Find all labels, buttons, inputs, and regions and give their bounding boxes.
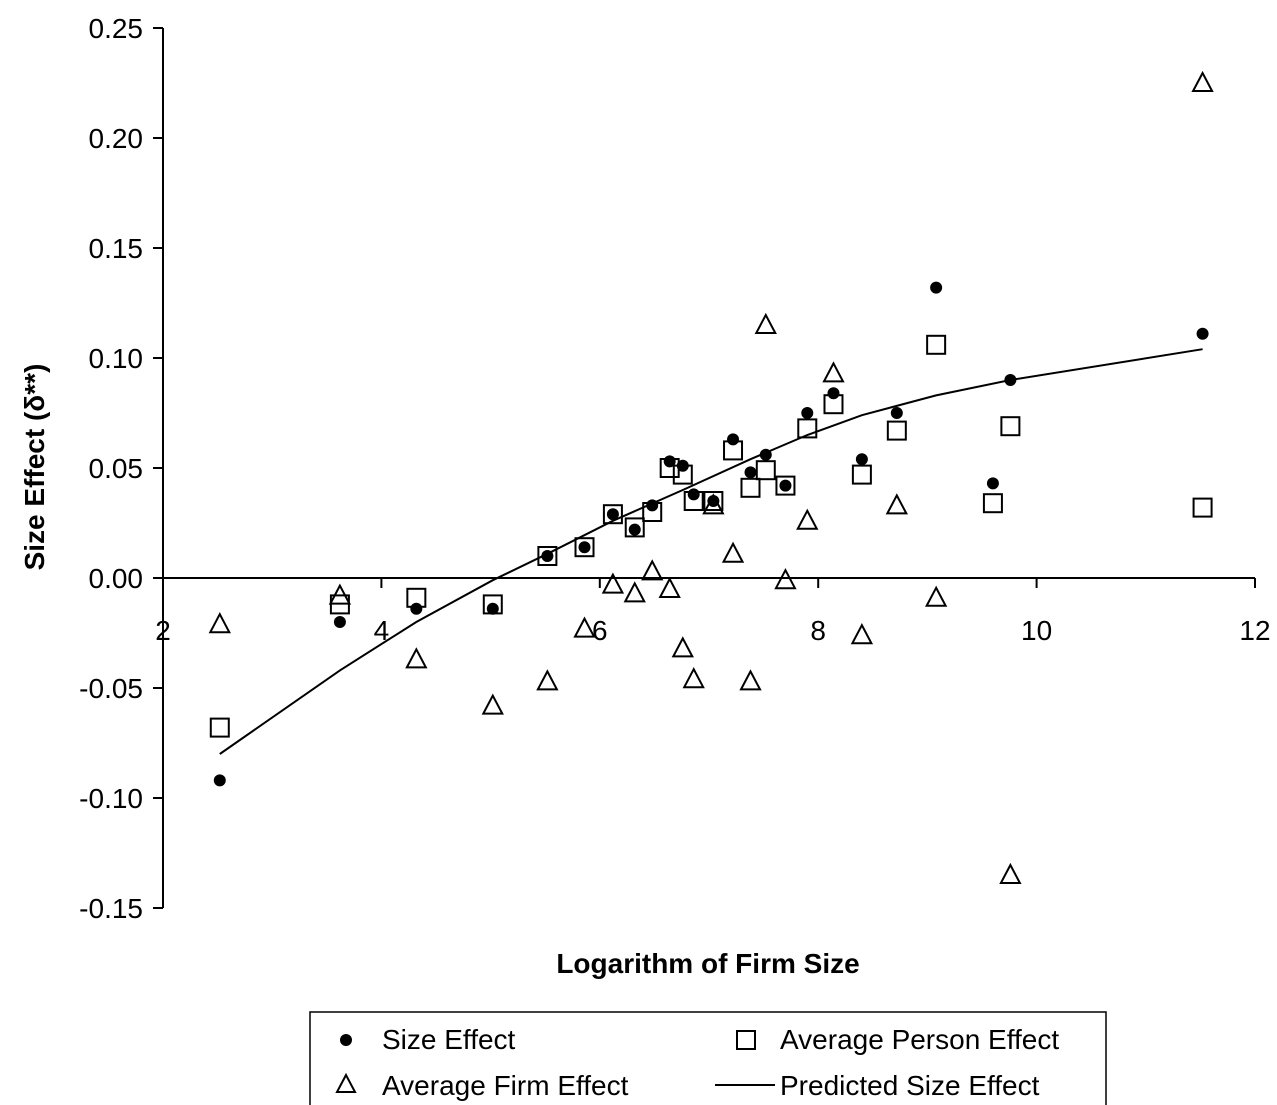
size-effect-point: [759, 448, 772, 461]
average-person-effect-point: [982, 493, 1003, 514]
y-tick-label: 0.25: [89, 13, 144, 44]
x-axis-title: Logarithm of Firm Size: [556, 948, 859, 979]
average-firm-effect-point: [754, 312, 777, 334]
legend-average-person-effect-label: Average Person Effect: [780, 1024, 1059, 1055]
average-firm-effect-point: [1191, 70, 1214, 92]
average-person-effect-point: [886, 420, 907, 441]
average-person-effect-point: [209, 717, 230, 738]
size-effect-point: [727, 433, 740, 446]
size-effect-point: [663, 455, 676, 468]
predicted-size-effect-line: [219, 348, 1203, 755]
average-firm-effect-point: [623, 581, 646, 603]
size-effect-point: [744, 466, 757, 479]
average-person-effect-point: [329, 594, 350, 615]
average-firm-effect-point: [924, 585, 948, 607]
legend-size-effect-marker: [340, 1034, 352, 1046]
size-effect-point: [213, 774, 226, 787]
size-effect-point: [676, 459, 689, 472]
average-person-effect-point: [740, 477, 761, 498]
size-effect-point: [687, 488, 700, 501]
average-firm-effect-point: [658, 576, 681, 598]
x-tick-label: 10: [1021, 615, 1052, 646]
legend-predicted-size-effect-label: Predicted Size Effect: [780, 1070, 1040, 1101]
size-effect-point: [827, 387, 840, 400]
average-firm-effect-point: [739, 669, 762, 691]
average-firm-effect-point: [885, 493, 908, 515]
average-person-effect-point: [537, 546, 558, 566]
average-person-effect-point: [851, 464, 872, 485]
average-firm-effect-point: [671, 636, 694, 658]
x-tick-label: 4: [374, 615, 390, 646]
average-firm-effect-point: [573, 616, 596, 638]
size-effect-point: [628, 523, 641, 536]
x-tick-label: 8: [810, 615, 826, 646]
size-effect-point: [333, 616, 346, 628]
size-effect-point: [541, 550, 554, 562]
y-tick-label: -0.15: [79, 893, 143, 924]
legend-average-person-effect-marker: [736, 1030, 756, 1050]
average-firm-effect-point: [601, 572, 625, 594]
y-tick-label: -0.10: [79, 783, 143, 814]
y-tick-label: 0.15: [89, 233, 144, 264]
average-person-effect-point: [775, 475, 796, 496]
axes: -0.15 -0.10 -0.05 0.00 0.05 0.10 0.15 0.20 0.25 2…: [79, 13, 1270, 924]
size-effect-point: [646, 499, 659, 512]
size-effect-point: [486, 602, 499, 615]
average-firm-effect-point: [208, 612, 231, 634]
x-tick-label: 12: [1239, 615, 1270, 646]
size-effect-point: [986, 477, 999, 490]
average-person-effect-point: [574, 537, 595, 558]
x-tick-label: 6: [592, 615, 608, 646]
size-effect-point: [578, 541, 591, 554]
size-effect-point: [707, 495, 720, 507]
average-firm-effect-point: [536, 669, 559, 691]
average-firm-effect-point: [774, 568, 797, 590]
average-person-effect-point: [1000, 416, 1021, 437]
average-firm-effect-point: [721, 541, 745, 563]
average-person-effect-point: [703, 491, 724, 511]
y-tick-label: 0.00: [89, 563, 144, 594]
average-firm-effect-point: [822, 361, 845, 383]
x-tick-label: 2: [155, 615, 171, 646]
size-effect-point: [606, 508, 619, 521]
legend-average-firm-effect-marker: [335, 1072, 357, 1093]
size-effect-point: [1004, 374, 1017, 386]
average-person-effect-point: [1192, 497, 1213, 518]
data-markers: [208, 70, 1214, 884]
size-effect-point: [410, 602, 423, 615]
average-person-effect-point: [755, 460, 776, 481]
size-effect-point: [930, 281, 943, 294]
average-person-effect-point: [602, 504, 623, 525]
legend: Size Effect Average Person Effect Averag…: [309, 1011, 1107, 1105]
average-person-effect-point: [624, 517, 645, 538]
average-firm-effect-point: [850, 623, 874, 645]
size-effect-point: [801, 407, 814, 419]
average-firm-effect-point: [999, 862, 1022, 884]
y-tick-label: 0.20: [89, 123, 144, 154]
average-person-effect-point: [926, 334, 947, 355]
size-effect-point: [1196, 327, 1209, 340]
predicted-size-effect-path: [219, 348, 1203, 755]
y-tick-label: 0.10: [89, 343, 144, 374]
legend-frame: [309, 1011, 1107, 1105]
average-firm-effect-point: [405, 647, 428, 669]
y-tick-label: 0.05: [89, 453, 144, 484]
size-effect-point: [855, 453, 868, 466]
size-effect-point: [779, 479, 792, 492]
average-firm-effect-point: [641, 559, 664, 581]
y-axis-title: Size Effect (δ**): [19, 364, 50, 571]
size-effect-point: [890, 407, 903, 419]
legend-average-firm-effect-label: Average Firm Effect: [382, 1070, 629, 1101]
average-firm-effect-point: [796, 508, 819, 530]
y-tick-label: -0.05: [79, 673, 143, 704]
legend-size-effect-label: Size Effect: [382, 1024, 516, 1055]
average-firm-effect-point: [481, 693, 504, 715]
average-firm-effect-point: [682, 667, 705, 689]
average-person-effect-point: [797, 418, 818, 439]
